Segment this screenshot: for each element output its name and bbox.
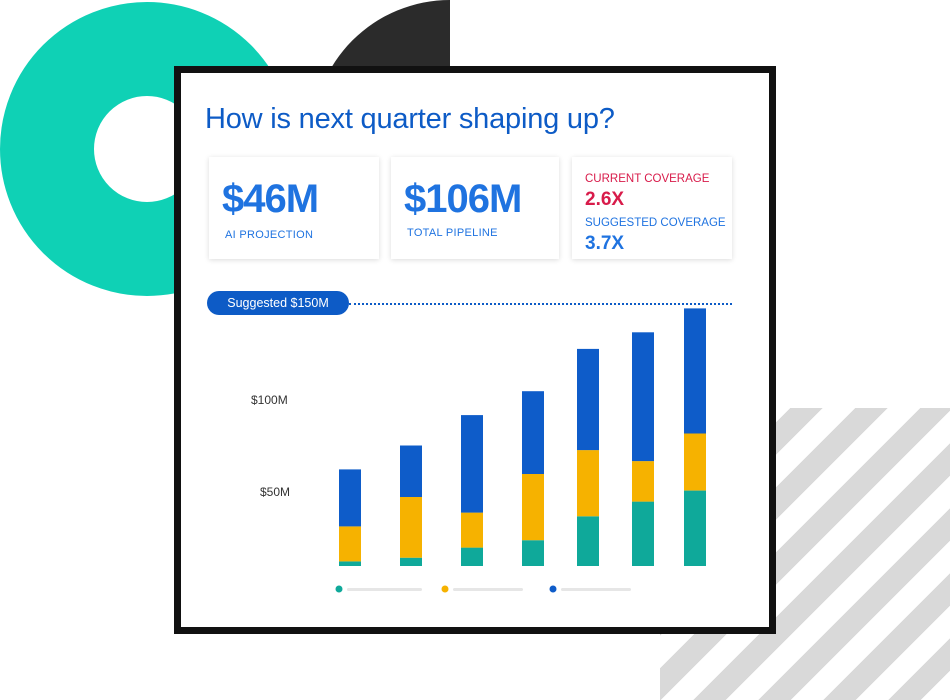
bar-1-segment-3	[339, 469, 361, 527]
bar-5-segment-1	[577, 516, 599, 566]
total-pipeline-label: TOTAL PIPELINE	[407, 227, 498, 239]
kpi-ai-projection: $46M AI PROJECTION	[209, 157, 379, 259]
y-tick-100m: $100M	[251, 393, 288, 407]
legend-swatch-1	[335, 585, 343, 593]
bar-1-segment-1	[339, 561, 361, 566]
suggested-coverage-label: SUGGESTED COVERAGE	[585, 217, 726, 229]
y-tick-50m: $50M	[260, 485, 291, 499]
bar-2-segment-1	[400, 557, 422, 566]
suggested-target-pill: Suggested $150M	[207, 291, 349, 315]
ai-projection-value: $46M	[222, 177, 319, 221]
bar-1-segment-2	[339, 526, 361, 562]
bar-3-segment-1	[461, 547, 483, 566]
bar-4-segment-1	[522, 540, 544, 566]
bar-3-segment-3	[461, 415, 483, 513]
kpi-total-pipeline: $106M TOTAL PIPELINE	[391, 157, 559, 259]
suggested-coverage-value: 3.7X	[585, 233, 625, 254]
bar-6-segment-1	[632, 501, 654, 566]
legend-swatch-3	[549, 585, 557, 593]
ai-projection-label: AI PROJECTION	[225, 229, 314, 241]
legend-swatch-2	[441, 585, 449, 593]
legend-label-placeholder-2	[453, 588, 523, 591]
forecast-card: How is next quarter shaping up? $46M AI …	[174, 66, 776, 634]
bar-4-segment-2	[522, 474, 544, 541]
bar-6-segment-3	[632, 332, 654, 462]
bar-6-segment-2	[632, 461, 654, 502]
stacked-bar-chart	[335, 308, 706, 593]
current-coverage-label: CURRENT COVERAGE	[585, 173, 710, 185]
bar-2-segment-3	[400, 445, 422, 497]
bar-7-segment-3	[684, 308, 706, 434]
legend-label-placeholder-3	[561, 588, 631, 591]
bar-7-segment-2	[684, 433, 706, 491]
total-pipeline-value: $106M	[404, 177, 522, 221]
card-headline: How is next quarter shaping up?	[205, 103, 615, 135]
bar-2-segment-2	[400, 497, 422, 558]
current-coverage-value: 2.6X	[585, 189, 625, 210]
bar-7-segment-1	[684, 490, 706, 566]
legend-label-placeholder-1	[347, 588, 422, 591]
suggested-target-line	[349, 303, 732, 305]
bar-3-segment-2	[461, 512, 483, 548]
bar-5-segment-3	[577, 348, 599, 451]
bar-5-segment-2	[577, 450, 599, 517]
bar-4-segment-3	[522, 391, 544, 474]
kpi-coverage: CURRENT COVERAGE 2.6X SUGGESTED COVERAGE…	[572, 157, 732, 259]
